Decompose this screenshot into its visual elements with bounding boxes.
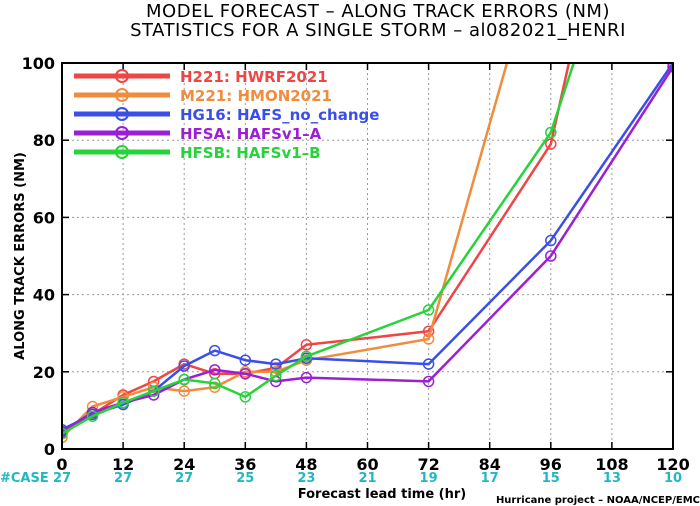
case-count: 13 [603, 471, 621, 486]
credit-text: Hurricane project – NOAA/NCEP/EMC [496, 495, 700, 506]
case-count: 15 [542, 471, 560, 486]
data-point [209, 377, 221, 390]
legend-item: HFSA: HAFSv1–A [74, 125, 322, 143]
legend-label: HFSA: HAFSv1–A [180, 125, 322, 143]
legend-label: HG16: HAFS_no_change [180, 106, 379, 124]
data-point [239, 391, 252, 403]
legend-item: H221: HWRF2021 [74, 68, 328, 86]
x-tick-label: 36 [234, 455, 256, 474]
case-count: 17 [481, 471, 499, 486]
data-point [270, 358, 282, 370]
legend-marker [115, 88, 129, 102]
series-line [62, 63, 576, 435]
data-point [178, 385, 190, 397]
legend-item: M221: HMON2021 [74, 87, 332, 105]
x-tick-label: 24 [173, 455, 195, 474]
data-point [300, 339, 313, 351]
case-label: #CASE [0, 471, 49, 486]
legend-label: H221: HWRF2021 [180, 68, 328, 86]
data-point [117, 396, 129, 409]
case-count: 23 [297, 471, 315, 486]
y-axis-tick-labels: 0 20 40 60 80 100 [22, 54, 55, 459]
data-point [239, 354, 252, 366]
x-tick-label: 108 [595, 455, 628, 474]
plot-frame [61, 62, 674, 450]
data-point [545, 234, 557, 247]
x-tick-label: 0 [56, 455, 67, 474]
data-point [239, 367, 252, 380]
case-count: 27 [53, 471, 71, 486]
x-tick-label: 48 [295, 455, 317, 474]
data-point [62, 431, 68, 444]
x-tick-label: 72 [417, 455, 439, 474]
chart-subtitle: STATISTICS FOR A SINGLE STORM – al082021… [130, 20, 626, 41]
x-axis-ticks: 0 12 24 36 48 60 72 84 96 108 120 [56, 455, 689, 474]
series-0 [62, 63, 571, 440]
data-point [300, 371, 313, 384]
data-point [62, 427, 68, 440]
series-line [62, 63, 509, 439]
y-tick-label: 100 [22, 54, 55, 73]
y-tick-label: 80 [33, 131, 55, 150]
legend-label: M221: HMON2021 [180, 87, 332, 105]
data-point [209, 364, 221, 376]
x-tick-label: 60 [356, 455, 378, 474]
legend-item: HG16: HAFS_no_change [74, 106, 379, 124]
data-point [178, 373, 190, 386]
case-count: 27 [175, 471, 193, 486]
case-count: 19 [420, 471, 438, 486]
series-layer [62, 63, 673, 444]
data-point [209, 344, 221, 357]
y-tick-label: 40 [33, 286, 55, 305]
chart-title: MODEL FORECAST – ALONG TRACK ERRORS (NM) [146, 1, 610, 22]
y-axis-label: ALONG TRACK ERRORS (NM) [13, 152, 28, 360]
series-4 [62, 63, 576, 440]
case-count: 21 [358, 471, 376, 486]
data-point [422, 375, 435, 388]
data-point [545, 250, 557, 262]
y-tick-label: 20 [33, 363, 55, 382]
legend-label: HFSB: HAFSv1–B [180, 144, 321, 162]
data-point [147, 385, 160, 397]
data-point [178, 360, 190, 372]
data-point [86, 410, 99, 422]
case-counts: 27 27 27 25 23 21 19 17 15 13 10 [53, 471, 682, 486]
x-tick-label: 96 [540, 455, 562, 474]
grid [62, 63, 673, 449]
legend-marker [115, 107, 129, 121]
data-point [300, 350, 313, 363]
data-point [270, 369, 282, 382]
data-point [545, 126, 557, 139]
legend-item: HFSB: HAFSv1–B [74, 144, 321, 162]
case-count: 10 [664, 471, 682, 486]
y-tick-label: 60 [33, 208, 55, 227]
data-point [545, 138, 557, 150]
x-tick-label: 120 [656, 455, 689, 474]
legend-marker [115, 69, 129, 83]
data-point [422, 358, 435, 370]
case-count: 27 [114, 471, 132, 486]
series-line [62, 63, 571, 435]
x-tick-label: 84 [479, 455, 501, 474]
case-count: 25 [236, 471, 254, 486]
x-tick-label: 12 [112, 455, 134, 474]
legend-marker [115, 145, 129, 159]
data-point [422, 333, 435, 345]
legend-marker [115, 126, 129, 140]
y-tick-label: 0 [44, 440, 55, 459]
data-point [667, 63, 673, 73]
data-point [422, 304, 435, 316]
x-axis-label: Forecast lead time (hr) [298, 487, 466, 502]
